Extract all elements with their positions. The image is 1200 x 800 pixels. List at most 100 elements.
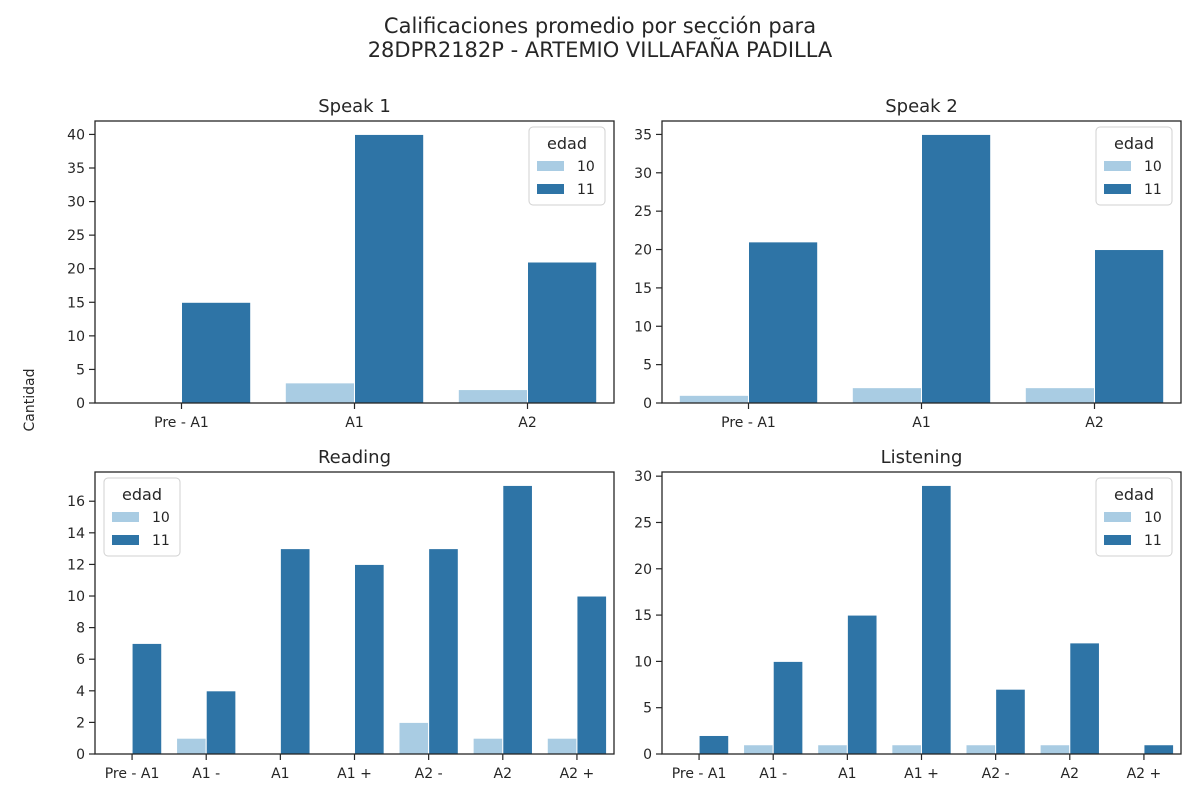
legend-title: edad: [1114, 134, 1154, 153]
bar-11-1: [354, 133, 425, 404]
y-tick-label: 20: [634, 562, 652, 578]
legend-label-11: 11: [152, 533, 170, 549]
y-tick-label: 4: [76, 684, 85, 700]
legend: edad 10 11: [528, 126, 606, 206]
panel-title: Reading: [318, 447, 391, 468]
y-tick-label: 25: [634, 515, 652, 531]
x-tick-label: A2 -: [415, 766, 443, 782]
y-tick-label: 2: [76, 715, 85, 731]
x-tick-label: A2 +: [560, 766, 595, 782]
x-tick-label: A2: [1085, 415, 1103, 431]
bar-11-5: [1069, 642, 1100, 755]
y-tick-label: 15: [634, 281, 652, 297]
legend: edad 10 11: [103, 477, 181, 557]
bar-10-5: [1039, 744, 1071, 755]
bar-11-2: [279, 548, 311, 755]
x-tick-label: A2: [518, 415, 536, 431]
y-tick-label: 10: [67, 329, 85, 345]
y-tick-label: 5: [76, 362, 85, 378]
x-tick-label: A2 -: [982, 766, 1010, 782]
legend-swatch-10: [1104, 512, 1131, 522]
legend-swatch-10: [112, 512, 139, 522]
bar-10-4: [965, 744, 997, 755]
bar-11-1: [921, 133, 992, 404]
legend: edad 10 11: [1095, 477, 1173, 557]
bar-10-2: [817, 744, 848, 755]
x-tick-label: Pre - A1: [672, 766, 727, 782]
legend-swatch-11: [112, 535, 139, 545]
bar-10-1: [743, 744, 774, 755]
x-tick-label: A1: [912, 415, 930, 431]
y-tick-label: 40: [67, 127, 85, 143]
legend-swatch-10: [1104, 161, 1131, 171]
y-tick-label: 10: [67, 589, 85, 605]
legend-title: edad: [1114, 485, 1154, 504]
bar-10-2: [457, 389, 528, 404]
x-tick-label: Pre - A1: [105, 766, 160, 782]
legend-label-10: 10: [1144, 159, 1162, 175]
chart-panel-1: 0 5 10 15 20 25 30 35 Pre - A1 A1 A2 Speak 2 edad 10 1…: [634, 96, 1182, 431]
bar-10-3: [891, 744, 923, 755]
y-tick-label: 15: [67, 295, 85, 311]
bar-10-1: [176, 737, 207, 755]
bar-11-2: [527, 261, 598, 404]
chart-panel-2: 0 2 4 6 8 10 12 14 16 Pre - A1 A1 - A1 A1 + A2 - A2 A2 …: [67, 447, 615, 782]
x-tick-label: A2 +: [1127, 766, 1162, 782]
x-tick-label: Pre - A1: [154, 415, 209, 431]
bar-10-0: [678, 394, 749, 404]
chart-panel-0: 0 5 10 15 20 25 30 35 40 Pre - A1 A1 A2 Speak 1 edad 1…: [67, 96, 615, 431]
legend-label-10: 10: [152, 510, 170, 526]
x-tick-label: A1: [345, 415, 363, 431]
y-tick-label: 14: [67, 526, 85, 542]
y-tick-label: 10: [634, 654, 652, 670]
chart-panel-3: 0 5 10 15 20 25 30 Pre - A1 A1 - A1 A1 + A2 - A2 A2 +…: [634, 447, 1182, 782]
legend-label-11: 11: [1144, 533, 1162, 549]
bar-10-5: [472, 737, 504, 755]
legend-title: edad: [122, 485, 162, 504]
legend: edad 10 11: [1095, 126, 1173, 206]
bar-11-2: [1094, 249, 1165, 404]
x-tick-label: A1: [271, 766, 289, 782]
bar-11-4: [428, 548, 459, 755]
bar-10-1: [851, 387, 922, 404]
x-tick-label: A1 -: [192, 766, 220, 782]
y-tick-label: 20: [634, 243, 652, 259]
x-tick-label: A1 +: [904, 766, 939, 782]
legend-label-10: 10: [577, 159, 595, 175]
y-tick-label: 30: [634, 166, 652, 182]
bar-11-6: [1143, 744, 1175, 755]
legend-swatch-11: [1104, 184, 1131, 194]
bar-11-0: [131, 642, 163, 755]
y-tick-label: 0: [76, 747, 85, 763]
panel-title: Listening: [881, 447, 963, 468]
bar-11-1: [772, 660, 804, 755]
bar-10-1: [284, 382, 355, 404]
y-tick-label: 25: [634, 204, 652, 220]
panel-title: Speak 2: [885, 96, 958, 117]
y-tick-label: 0: [643, 747, 652, 763]
legend-swatch-10: [537, 161, 564, 171]
y-tick-label: 16: [67, 494, 85, 510]
bar-11-3: [921, 484, 952, 755]
y-tick-label: 5: [643, 701, 652, 717]
legend-label-11: 11: [577, 182, 595, 198]
legend-label-11: 11: [1144, 182, 1162, 198]
legend-swatch-11: [537, 184, 564, 194]
y-tick-label: 35: [67, 161, 85, 177]
x-tick-label: A2: [494, 766, 512, 782]
bar-10-2: [1024, 387, 1096, 404]
y-tick-label: 12: [67, 557, 85, 573]
bar-11-0: [181, 301, 252, 404]
y-tick-label: 5: [643, 358, 652, 374]
legend-label-10: 10: [1144, 510, 1162, 526]
bar-11-1: [205, 690, 237, 755]
legend-swatch-11: [1104, 535, 1131, 545]
legend-title: edad: [547, 134, 587, 153]
x-tick-label: A1 +: [337, 766, 372, 782]
y-tick-label: 6: [76, 652, 85, 668]
x-tick-label: A1 -: [759, 766, 787, 782]
x-tick-label: A2: [1061, 766, 1079, 782]
bar-11-5: [502, 484, 533, 755]
